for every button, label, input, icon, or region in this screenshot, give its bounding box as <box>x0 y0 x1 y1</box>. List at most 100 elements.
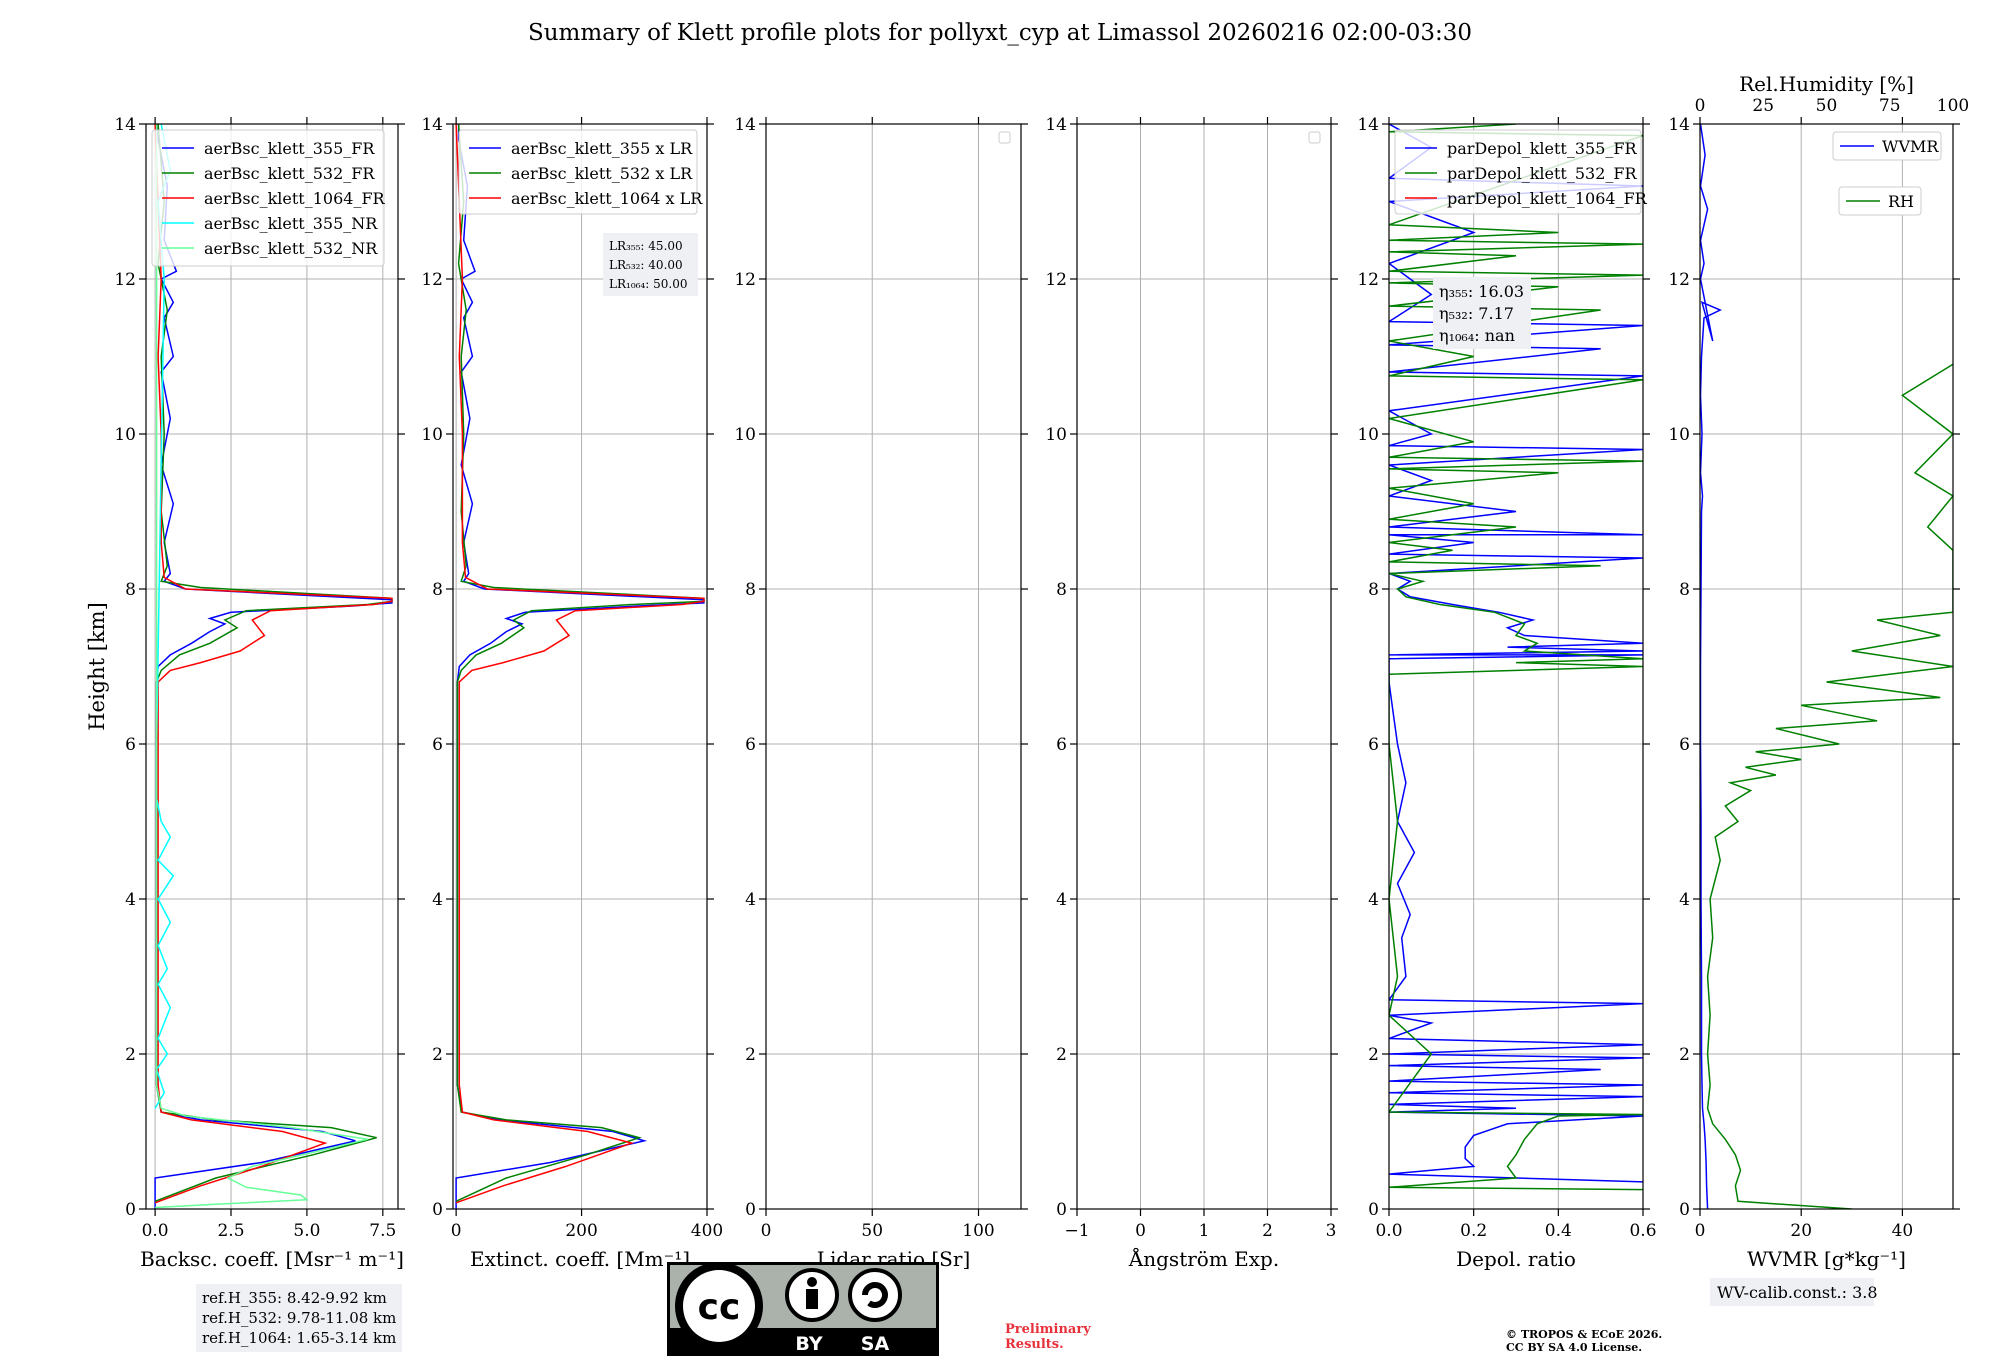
y-tick-label: 2 <box>1679 1045 1690 1065</box>
top-x-tick-label: 100 <box>1937 96 1969 116</box>
annotation-text: LR₃₅₅: 45.00 <box>609 239 683 253</box>
series-line-aerBsc_klett_1064_FR <box>154 124 393 1204</box>
y-tick-label: 14 <box>114 115 136 135</box>
x-tick-label: 7.5 <box>369 1221 396 1241</box>
ref-height-1064: ref.H_1064: 1.65-3.14 km <box>202 1329 397 1347</box>
x-tick-label: 0 <box>1135 1221 1146 1241</box>
series-line-aerBsc_klett_355_FR <box>154 124 393 1209</box>
preliminary-note: Preliminary Results. <box>1005 1322 1091 1352</box>
panel-backscatter: 0 2 4 6 8 10 12 14 0.0 2.5 5.0 7.5 Backsc. coeff. [M… <box>114 115 405 1271</box>
x-tick-label: 2.5 <box>217 1221 244 1241</box>
series-line-WVMR <box>1700 124 1723 1209</box>
x-tick-label: 50 <box>861 1221 883 1241</box>
x-tick-label: 200 <box>565 1221 597 1241</box>
legend-box <box>458 129 698 215</box>
series-line-RH <box>1706 363 1953 1209</box>
y-tick-label: 8 <box>1679 580 1690 600</box>
x-axis-label: Depol. ratio <box>1456 1247 1576 1271</box>
series-line-parDepol_klett_532_FR <box>1389 124 1643 1191</box>
preliminary-line-2: Results. <box>1005 1337 1064 1352</box>
y-tick-label: 0 <box>1368 1200 1379 1220</box>
series-group <box>1389 124 1643 1191</box>
series-group <box>154 124 393 1209</box>
x-tick-label: 0.0 <box>1375 1221 1402 1241</box>
sa-circle-icon <box>848 1268 902 1322</box>
y-tick-label: 0 <box>432 1200 443 1220</box>
axes-frame <box>452 123 708 1210</box>
x-tick-label: 1 <box>1199 1221 1210 1241</box>
legend-label: aerBsc_klett_532 x LR <box>511 164 693 183</box>
legend-label: parDepol_klett_355_FR <box>1447 139 1638 158</box>
legend-label: aerBsc_klett_355_NR <box>204 214 378 233</box>
legend-box <box>151 129 385 267</box>
y-tick-label: 14 <box>1045 115 1067 135</box>
y-tick-label: 14 <box>734 115 756 135</box>
y-tick-label: 12 <box>1668 270 1690 290</box>
y-tick-label: 6 <box>125 735 136 755</box>
y-tick-label: 2 <box>1368 1045 1379 1065</box>
cc-by-sa-license-badge: cc BY SA <box>667 1262 939 1356</box>
x-tick-label: 3 <box>1326 1221 1337 1241</box>
y-tick-label: 6 <box>432 735 443 755</box>
ref-height-box: ref.H_355: 8.42-9.92 km ref.H_532: 9.78-… <box>196 1284 403 1352</box>
cc-circle-icon <box>683 1270 755 1342</box>
y-tick-label: 2 <box>745 1045 756 1065</box>
x-axis-label: Backsc. coeff. [Msr⁻¹ m⁻¹] <box>140 1247 404 1271</box>
annotation-box <box>1433 277 1531 349</box>
annotation-text: LR₅₃₂: 40.00 <box>609 258 683 272</box>
axes-frame <box>1388 123 1644 1210</box>
sa-arrow-icon <box>862 1282 888 1308</box>
badge-by-label: BY <box>795 1333 822 1355</box>
y-tick-label: 8 <box>1368 580 1379 600</box>
y-tick-label: 0 <box>1056 1200 1067 1220</box>
axes-frame <box>1699 123 1954 1210</box>
y-tick-label: 4 <box>432 890 443 910</box>
y-tick-label: 6 <box>1368 735 1379 755</box>
y-tick-label: 10 <box>734 425 756 445</box>
series-line-aerBsc_klett_1064 x LR <box>455 124 705 1204</box>
y-tick-label: 10 <box>114 425 136 445</box>
y-tick-label: 8 <box>432 580 443 600</box>
ref-height-355: ref.H_355: 8.42-9.92 km <box>202 1289 387 1307</box>
series-line-aerBsc_klett_532 x LR <box>455 124 705 1202</box>
x-tick-label: −1 <box>1064 1221 1089 1241</box>
y-tick-label: 0 <box>745 1200 756 1220</box>
y-tick-label: 10 <box>421 425 443 445</box>
y-tick-label: 4 <box>1368 890 1379 910</box>
x-axis-label: Ångström Exp. <box>1128 1246 1279 1271</box>
y-tick-label: 2 <box>1056 1045 1067 1065</box>
legend-label: aerBsc_klett_355 x LR <box>511 139 693 158</box>
top-x-tick-label: 0 <box>1695 96 1706 116</box>
y-tick-label: 4 <box>125 890 136 910</box>
legend-label: aerBsc_klett_355_FR <box>204 139 375 158</box>
x-tick-label: 0.4 <box>1545 1221 1572 1241</box>
x-tick-label: 0 <box>1695 1221 1706 1241</box>
y-tick-label: 4 <box>1056 890 1067 910</box>
y-tick-label: 8 <box>745 580 756 600</box>
y-tick-label: 8 <box>125 580 136 600</box>
legend-label: WVMR <box>1882 137 1939 156</box>
y-tick-label: 12 <box>1357 270 1379 290</box>
by-person-body-icon <box>806 1289 818 1309</box>
x-tick-label: 0.2 <box>1460 1221 1487 1241</box>
y-axis-label: Height [km] <box>85 602 109 731</box>
top-x-tick-label: 50 <box>1816 96 1838 116</box>
y-tick-label: 2 <box>432 1045 443 1065</box>
y-tick-label: 10 <box>1357 425 1379 445</box>
series-group <box>1700 124 1953 1209</box>
y-tick-label: 12 <box>114 270 136 290</box>
x-axis-label: WVMR [g*kg⁻¹] <box>1747 1247 1906 1271</box>
x-tick-label: 0 <box>451 1221 462 1241</box>
y-tick-label: 6 <box>745 735 756 755</box>
y-tick-label: 10 <box>1668 425 1690 445</box>
empty-legend-box <box>1308 131 1321 144</box>
top-x-tick-label: 25 <box>1752 96 1774 116</box>
legend-box <box>1832 131 1942 161</box>
cc-text: cc <box>698 1287 741 1328</box>
legend-label: aerBsc_klett_532_NR <box>204 239 378 258</box>
